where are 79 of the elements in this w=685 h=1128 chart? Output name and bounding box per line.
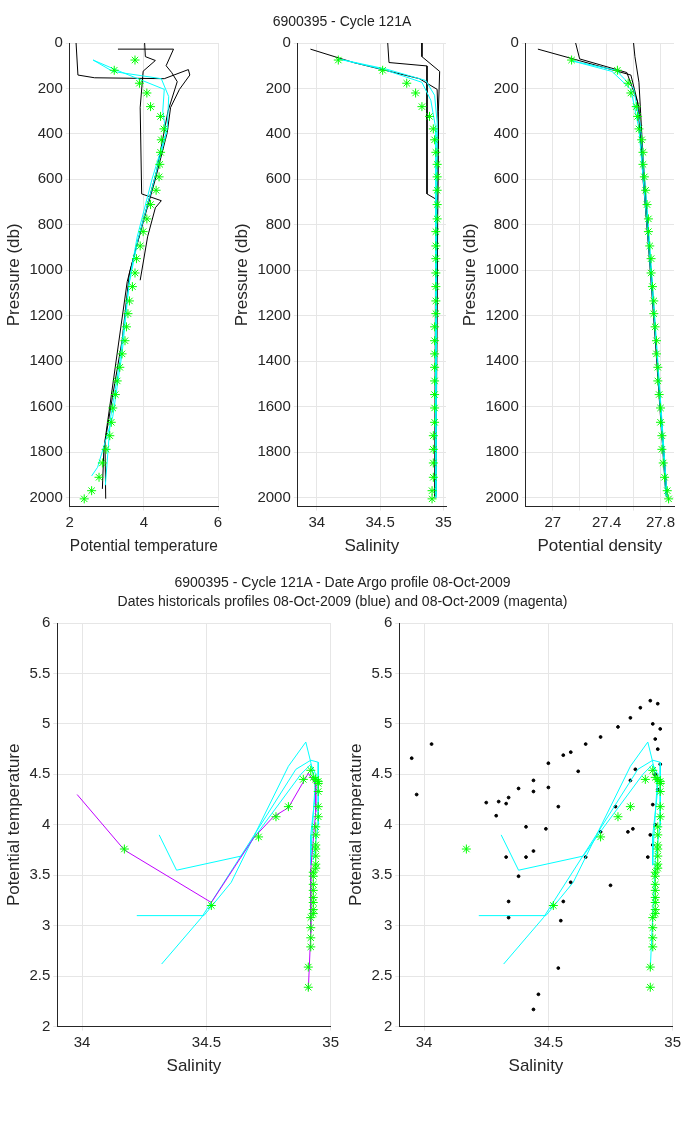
x-tick-label: 35: [664, 1032, 681, 1050]
y-tick-label: 2000: [485, 487, 519, 505]
x-tick-label: 27: [544, 512, 562, 530]
y-tick-label: 800: [493, 214, 519, 232]
y-tick-label: 400: [265, 124, 291, 142]
y-tick-label: 5: [383, 714, 393, 732]
x-axis-title: Potential temperature: [69, 535, 218, 555]
y-tick-label: 200: [265, 78, 291, 96]
y-tick-label: 1400: [485, 351, 519, 369]
y-tick-label: 1200: [485, 305, 519, 323]
y-tick-label: 600: [265, 169, 291, 187]
y-tick-label: 1200: [29, 305, 63, 323]
y-tick-label: 0: [510, 33, 519, 51]
y-tick-label: 4: [383, 814, 393, 832]
x-tick-label: 27.8: [645, 512, 676, 530]
y-tick-label: 1000: [485, 260, 519, 278]
x-tick-label: 27.4: [592, 512, 622, 530]
y-tick-label: 1200: [257, 305, 291, 323]
x-tick-label: 6: [213, 512, 223, 530]
chart-title: 6900395 - Cycle 121A - Date Argo profile 08-Oct-2009: [173, 573, 512, 592]
y-axis-title: Pressure (db): [3, 223, 23, 327]
y-tick-label: 3: [41, 915, 51, 933]
y-tick-label: 1600: [29, 396, 63, 414]
y-tick-label: 1000: [29, 260, 63, 278]
x-tick-label: 34.5: [365, 512, 395, 530]
y-tick-label: 5.5: [29, 663, 51, 681]
y-tick-label: 800: [265, 214, 291, 232]
y-tick-label: 2000: [29, 487, 63, 505]
y-tick-label: 2.5: [29, 966, 51, 984]
y-tick-label: 3: [383, 915, 393, 933]
y-axis-title: Pressure (db): [459, 223, 479, 327]
x-tick-label: 34: [308, 512, 326, 530]
y-axis-title: Potential temperature: [345, 743, 365, 907]
y-tick-label: 0: [54, 33, 63, 51]
y-tick-label: 1400: [257, 351, 291, 369]
y-tick-label: 5.5: [371, 663, 393, 681]
x-tick-label: 35: [322, 1032, 339, 1050]
y-tick-label: 200: [37, 78, 63, 96]
y-tick-label: 3.5: [29, 865, 51, 883]
y-tick-label: 1800: [29, 442, 63, 460]
y-tick-label: 1800: [485, 442, 519, 460]
y-tick-label: 800: [37, 214, 63, 232]
y-tick-label: 400: [493, 124, 519, 142]
y-tick-label: 6: [41, 613, 51, 631]
y-tick-label: 600: [493, 169, 519, 187]
y-axis-title: Pressure (db): [231, 223, 251, 327]
y-tick-label: 200: [493, 78, 519, 96]
y-axis-title: Potential temperature: [3, 743, 23, 907]
x-tick-label: 2: [65, 512, 74, 530]
x-tick-label: 34: [415, 1032, 433, 1050]
y-tick-label: 2: [383, 1016, 393, 1034]
chart-subtitle: Dates historicals profiles 08-Oct-2009 (blue) and 08-Oct-2009 (magenta): [116, 592, 569, 611]
y-tick-label: 400: [37, 124, 63, 142]
x-tick-label: 35: [435, 512, 452, 530]
y-tick-label: 4.5: [29, 764, 51, 782]
y-tick-label: 2: [41, 1016, 51, 1034]
y-tick-label: 3.5: [371, 865, 393, 883]
y-tick-label: 5: [41, 714, 51, 732]
x-axis-title: Salinity: [166, 1056, 222, 1076]
y-tick-label: 1600: [485, 396, 519, 414]
y-tick-label: 1000: [257, 260, 291, 278]
y-tick-label: 4.5: [371, 764, 393, 782]
x-axis-title: Salinity: [344, 536, 400, 556]
x-axis-title: Potential density: [537, 536, 663, 556]
x-tick-label: 34.5: [191, 1032, 221, 1050]
x-tick-label: 34: [73, 1032, 91, 1050]
y-tick-label: 4: [41, 814, 51, 832]
x-axis-title: Salinity: [508, 1056, 564, 1076]
x-tick-label: 34.5: [533, 1032, 563, 1050]
y-tick-label: 1400: [29, 351, 63, 369]
x-tick-label: 4: [139, 512, 149, 530]
y-tick-label: 2000: [257, 487, 291, 505]
y-tick-label: 1800: [257, 442, 291, 460]
y-tick-label: 0: [282, 33, 291, 51]
y-tick-label: 1600: [257, 396, 291, 414]
chart-title: 6900395 - Cycle 121A: [271, 12, 413, 31]
y-tick-label: 6: [383, 613, 393, 631]
y-tick-label: 600: [37, 169, 63, 187]
y-tick-label: 2.5: [371, 966, 393, 984]
